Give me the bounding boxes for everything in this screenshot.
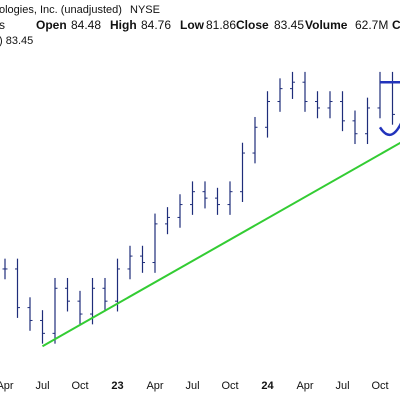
exchange-name: NYSE — [130, 4, 160, 16]
price-bar — [15, 258, 20, 318]
price-bar — [327, 91, 333, 119]
price-bar — [265, 91, 270, 138]
price-bar — [390, 71, 395, 125]
x-tick-label: Oct — [371, 380, 388, 392]
price-bar — [377, 71, 383, 119]
x-tick-label: 24 — [261, 380, 274, 392]
close-label: Close — [236, 18, 269, 32]
price-bar — [2, 258, 8, 280]
price-bar — [227, 181, 233, 215]
price-bar — [152, 213, 158, 273]
price-bar — [190, 181, 195, 215]
price-bar — [290, 71, 295, 99]
cup-curve — [378, 122, 400, 137]
price-bar — [40, 310, 45, 344]
company-name: ologies, Inc. (unadjusted) — [0, 4, 122, 16]
volume-label: Volume — [305, 18, 348, 32]
price-bar — [315, 91, 320, 119]
change-label: Ch — [392, 18, 400, 32]
price-bar — [27, 297, 33, 331]
x-tick-label: Jul — [35, 380, 49, 392]
annotations — [42, 80, 400, 348]
x-tick-label: Oct — [221, 380, 238, 392]
close-value: 83.45 — [274, 18, 304, 32]
price-bar — [65, 277, 70, 312]
open-label: Open — [36, 18, 67, 32]
price-bar — [90, 277, 95, 325]
ticker-fragment: s — [0, 18, 5, 32]
x-tick-label: Jul — [185, 380, 199, 392]
low-label: Low — [180, 18, 205, 32]
trendline — [42, 141, 400, 348]
x-tick-label: Apr — [146, 380, 163, 392]
chart-subtitle: ologies, Inc. (unadjusted) NYSE ) 83.45 — [0, 4, 160, 47]
high-label: High — [110, 18, 137, 32]
price-bar — [165, 207, 170, 235]
price-bar — [340, 91, 345, 132]
volume-value: 62.7M — [355, 18, 388, 32]
price-bar — [140, 245, 145, 273]
x-tick-label: Apr — [0, 380, 14, 392]
price-bar — [240, 142, 245, 202]
price-bar — [252, 116, 258, 164]
x-tick-label: Oct — [71, 380, 88, 392]
x-tick-label: 23 — [111, 380, 123, 392]
x-tick-label: Jul — [335, 380, 349, 392]
price-bar — [202, 181, 208, 209]
ohlc-header: s Open 84.48 High 84.76 Low 81.86 Close … — [0, 18, 400, 32]
price-bar — [215, 187, 220, 215]
open-value: 84.48 — [71, 18, 101, 32]
x-axis-ticks: AprJulOct23AprJulOct24AprJulOct2 — [0, 380, 389, 392]
price-bar — [102, 277, 108, 312]
last-price-label: ) 83.45 — [0, 35, 33, 47]
x-tick-label: Apr — [296, 380, 313, 392]
low-value: 81.86 — [206, 18, 236, 32]
price-bar — [365, 97, 370, 145]
price-bar — [177, 194, 183, 228]
high-value: 84.76 — [141, 18, 171, 32]
price-bar — [52, 277, 58, 344]
price-bar — [127, 245, 133, 280]
price-bar — [77, 290, 83, 325]
price-bar — [302, 71, 308, 112]
price-bars — [2, 71, 395, 344]
price-bar — [352, 110, 358, 145]
price-bar — [277, 78, 283, 112]
